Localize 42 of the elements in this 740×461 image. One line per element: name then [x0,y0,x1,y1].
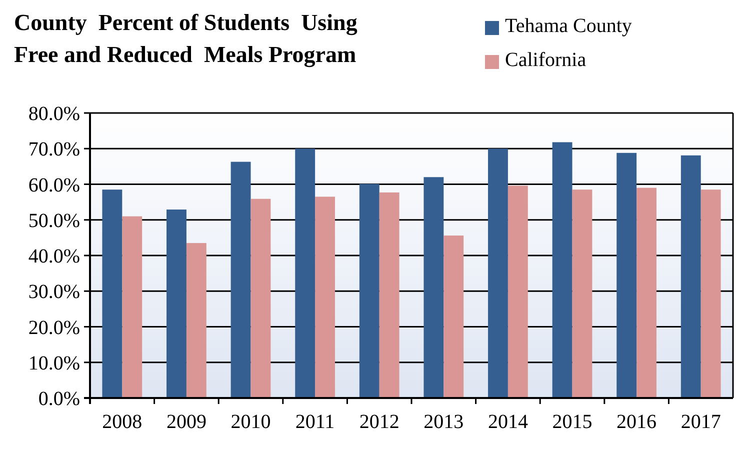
y-tick-label: 10.0% [28,352,80,374]
x-tick-label: 2013 [424,411,464,433]
x-tick-label: 2014 [488,411,528,433]
bar [680,155,701,398]
x-tick-label: 2015 [552,411,592,433]
legend-label: California [505,49,586,71]
legend-label: Tehama County [505,15,632,37]
y-tick-label: 70.0% [28,138,80,161]
x-tick-label: 2016 [616,411,657,433]
bar [250,198,271,398]
bar [359,184,380,398]
bar [552,142,572,398]
y-tick-label: 20.0% [28,316,80,339]
bar [488,148,508,398]
bar [424,177,444,398]
x-tick-label: 2009 [166,411,206,433]
x-tick-label: 2017 [680,411,721,433]
bar [616,152,637,398]
x-tick-label: 2010 [230,411,271,433]
x-tick-label: 2012 [359,411,400,433]
bar [166,210,186,398]
x-tick-label: 2011 [295,411,335,433]
bar [186,243,206,398]
y-tick-label: 0.0% [38,388,80,410]
bar [700,190,721,398]
x-tick-label: 2008 [102,411,142,433]
chart-title: County Percent of Students Using Free and Reduced Meals Program [14,10,358,68]
bar [230,162,251,398]
bar [572,190,592,398]
bar [636,188,656,398]
bar [102,190,122,398]
bar [315,196,335,398]
bar [444,236,464,398]
y-tick-label: 50.0% [28,210,80,232]
y-tick-label: 40.0% [28,246,80,268]
y-tick-label: 30.0% [28,281,80,304]
y-tick-label: 60.0% [28,174,80,196]
bar [379,192,400,398]
bar [295,148,316,398]
y-tick-label: 80.0% [28,103,80,125]
bar [122,216,142,398]
bar [508,186,528,398]
